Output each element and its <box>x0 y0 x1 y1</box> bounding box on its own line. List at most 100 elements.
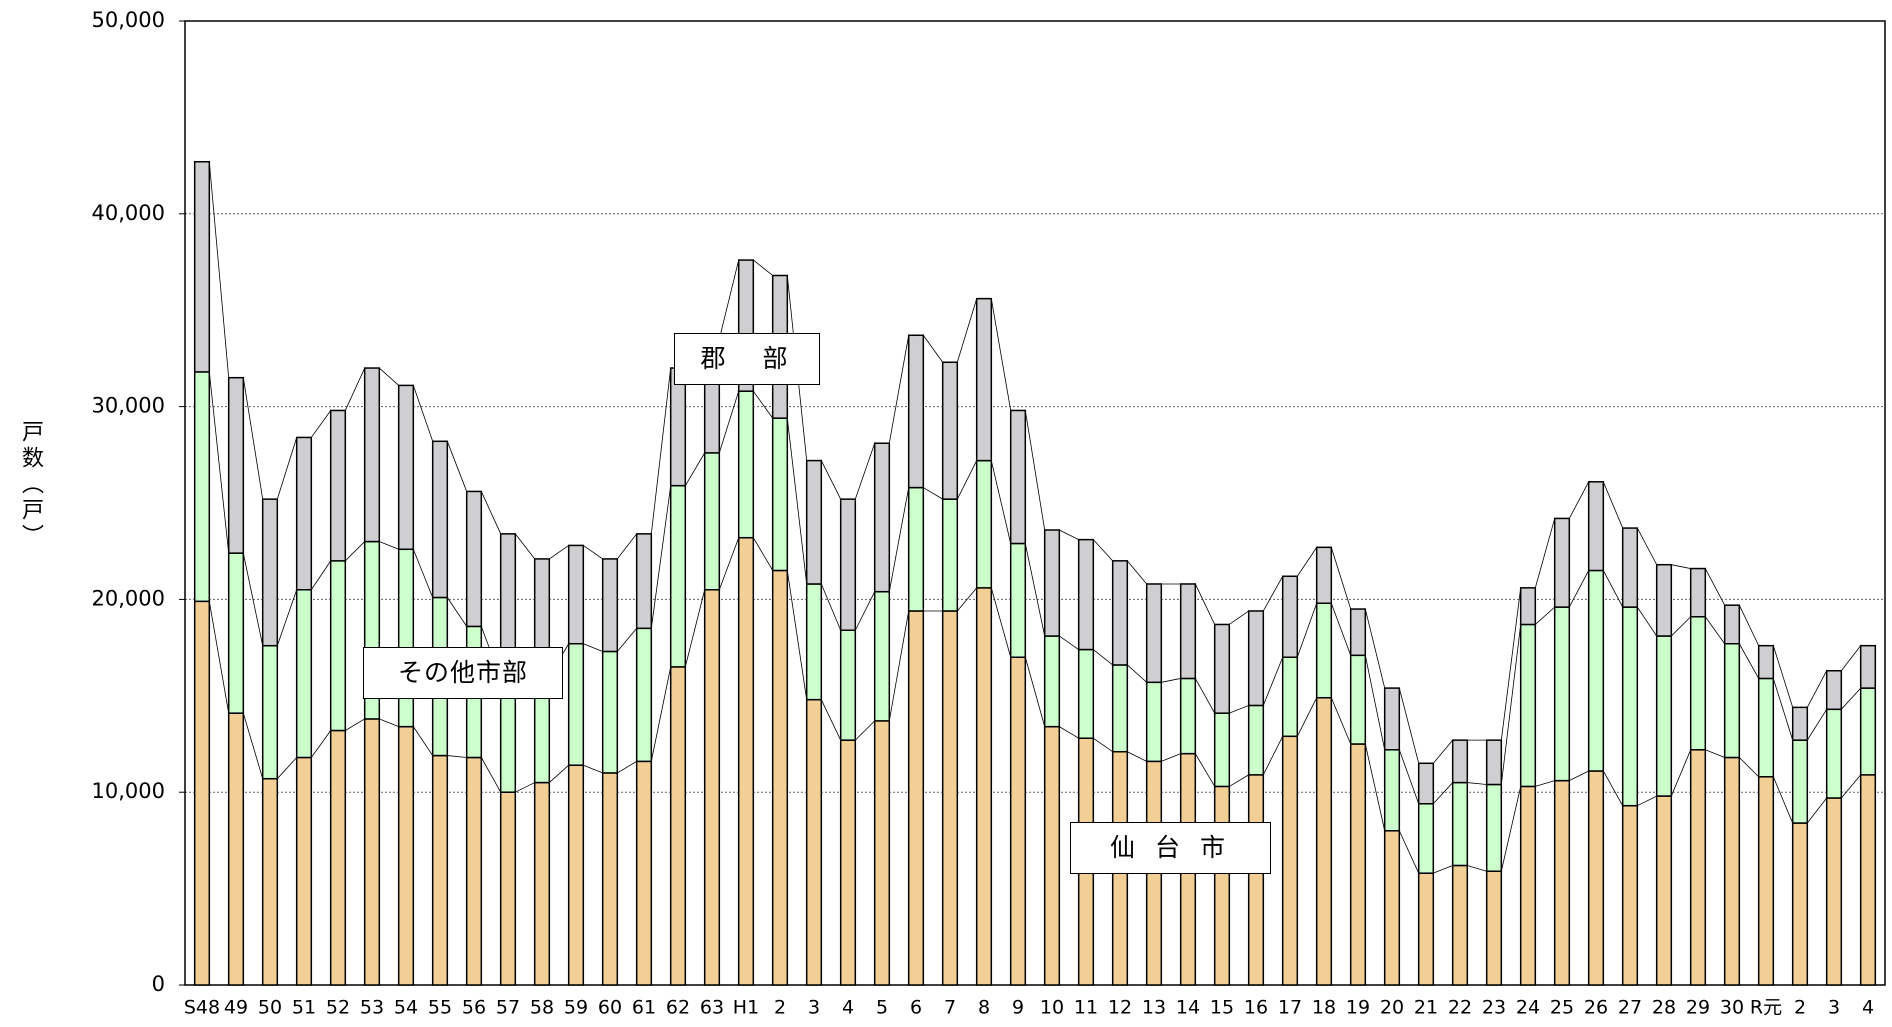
bar-segment <box>1315 602 1333 699</box>
bar-segment <box>295 589 313 759</box>
x-tick-label: H1 <box>733 997 759 1019</box>
x-tick-label: 3 <box>808 997 820 1019</box>
bar-segment <box>329 729 347 986</box>
x-tick-label: 54 <box>394 997 418 1019</box>
bar-segment <box>1587 569 1605 772</box>
bar-segment <box>193 371 211 603</box>
bar-segment <box>635 760 653 986</box>
connector <box>310 560 332 590</box>
bar-segment <box>1689 749 1707 986</box>
bar-segment <box>1451 739 1469 784</box>
connector <box>1262 576 1284 612</box>
y-tick-label: 10,000 <box>92 779 165 803</box>
connector <box>650 367 672 534</box>
x-tick-label: 4 <box>1862 997 1874 1019</box>
bar-segment <box>1349 743 1367 986</box>
connector <box>616 533 638 560</box>
bar-segment <box>1757 776 1775 986</box>
bar-segment <box>499 791 517 986</box>
bar-segment <box>941 498 959 612</box>
connector <box>718 259 740 340</box>
x-tick-label: 51 <box>292 997 316 1019</box>
connector <box>1330 547 1352 610</box>
bar-segment <box>1213 623 1231 714</box>
connector <box>1637 795 1657 807</box>
connector <box>549 764 569 783</box>
bar-segment <box>1825 797 1843 986</box>
bar-segment <box>1519 587 1537 626</box>
bar-segment <box>397 548 415 728</box>
x-tick-label: 61 <box>632 997 656 1019</box>
bar-segment <box>1179 677 1197 755</box>
connector <box>1364 743 1386 831</box>
connector <box>310 410 332 438</box>
bar-segment <box>941 361 959 500</box>
connector <box>1467 865 1487 872</box>
bar-segment <box>567 642 585 766</box>
bar-segment <box>227 552 245 714</box>
bar-segment <box>261 777 279 986</box>
connector <box>922 335 944 363</box>
connector <box>447 755 467 758</box>
connector <box>752 537 774 571</box>
x-tick-label: 2 <box>1794 997 1806 1019</box>
x-tick-label: 8 <box>978 997 990 1019</box>
connector <box>650 666 672 762</box>
bar-segment <box>1383 749 1401 832</box>
bar-segment <box>771 417 789 572</box>
connector <box>956 298 978 363</box>
connector <box>1772 776 1794 824</box>
connector <box>1364 655 1386 750</box>
series-label: 郡 部 <box>674 333 820 385</box>
connector <box>345 718 365 731</box>
connector <box>1568 570 1590 608</box>
bar-segment <box>669 666 687 986</box>
bar-segment <box>397 384 415 551</box>
bar-segment <box>1315 546 1333 605</box>
bar-segment <box>1825 708 1843 799</box>
bar-segment <box>329 560 347 732</box>
connector <box>242 377 264 500</box>
bar-segment <box>771 569 789 986</box>
x-tick-label: 55 <box>428 997 452 1019</box>
x-tick-label: 21 <box>1414 997 1438 1019</box>
bar-segment <box>1281 735 1299 986</box>
x-tick-label: 23 <box>1482 997 1506 1019</box>
x-tick-label: 5 <box>876 997 888 1019</box>
connector <box>1194 753 1216 787</box>
connector <box>1161 753 1181 762</box>
bar-segment <box>873 720 891 986</box>
connector <box>1093 539 1113 562</box>
connector <box>1024 543 1046 637</box>
x-tick-label: 29 <box>1686 997 1710 1019</box>
bar-segment <box>1485 870 1503 986</box>
bar-segment <box>1621 606 1639 807</box>
connector <box>1500 624 1522 785</box>
connector <box>1059 635 1079 650</box>
connector <box>1161 678 1181 683</box>
connector <box>344 367 366 411</box>
connector <box>650 485 672 629</box>
bar-segment <box>975 297 993 462</box>
bar-segment <box>1485 739 1503 786</box>
connector <box>1602 770 1624 806</box>
connector <box>1636 527 1658 565</box>
bar-segment <box>635 533 653 630</box>
connector <box>1093 737 1113 753</box>
bar-segment <box>431 440 449 599</box>
bar-segment <box>1723 604 1741 645</box>
bar-segment <box>1247 774 1265 986</box>
bar-segment <box>465 490 483 628</box>
bar-segment <box>975 459 993 589</box>
x-tick-label: 12 <box>1108 997 1132 1019</box>
bar-segment <box>1791 822 1809 986</box>
bar-segment <box>1451 864 1469 986</box>
bar-segment <box>1213 785 1231 986</box>
bar-segment <box>601 650 619 774</box>
connector <box>1262 736 1284 776</box>
connector <box>242 713 264 779</box>
bar-segment <box>601 772 619 986</box>
bar-segment <box>737 390 755 539</box>
x-tick-label: 7 <box>944 997 956 1019</box>
bar-segment <box>1825 669 1843 711</box>
